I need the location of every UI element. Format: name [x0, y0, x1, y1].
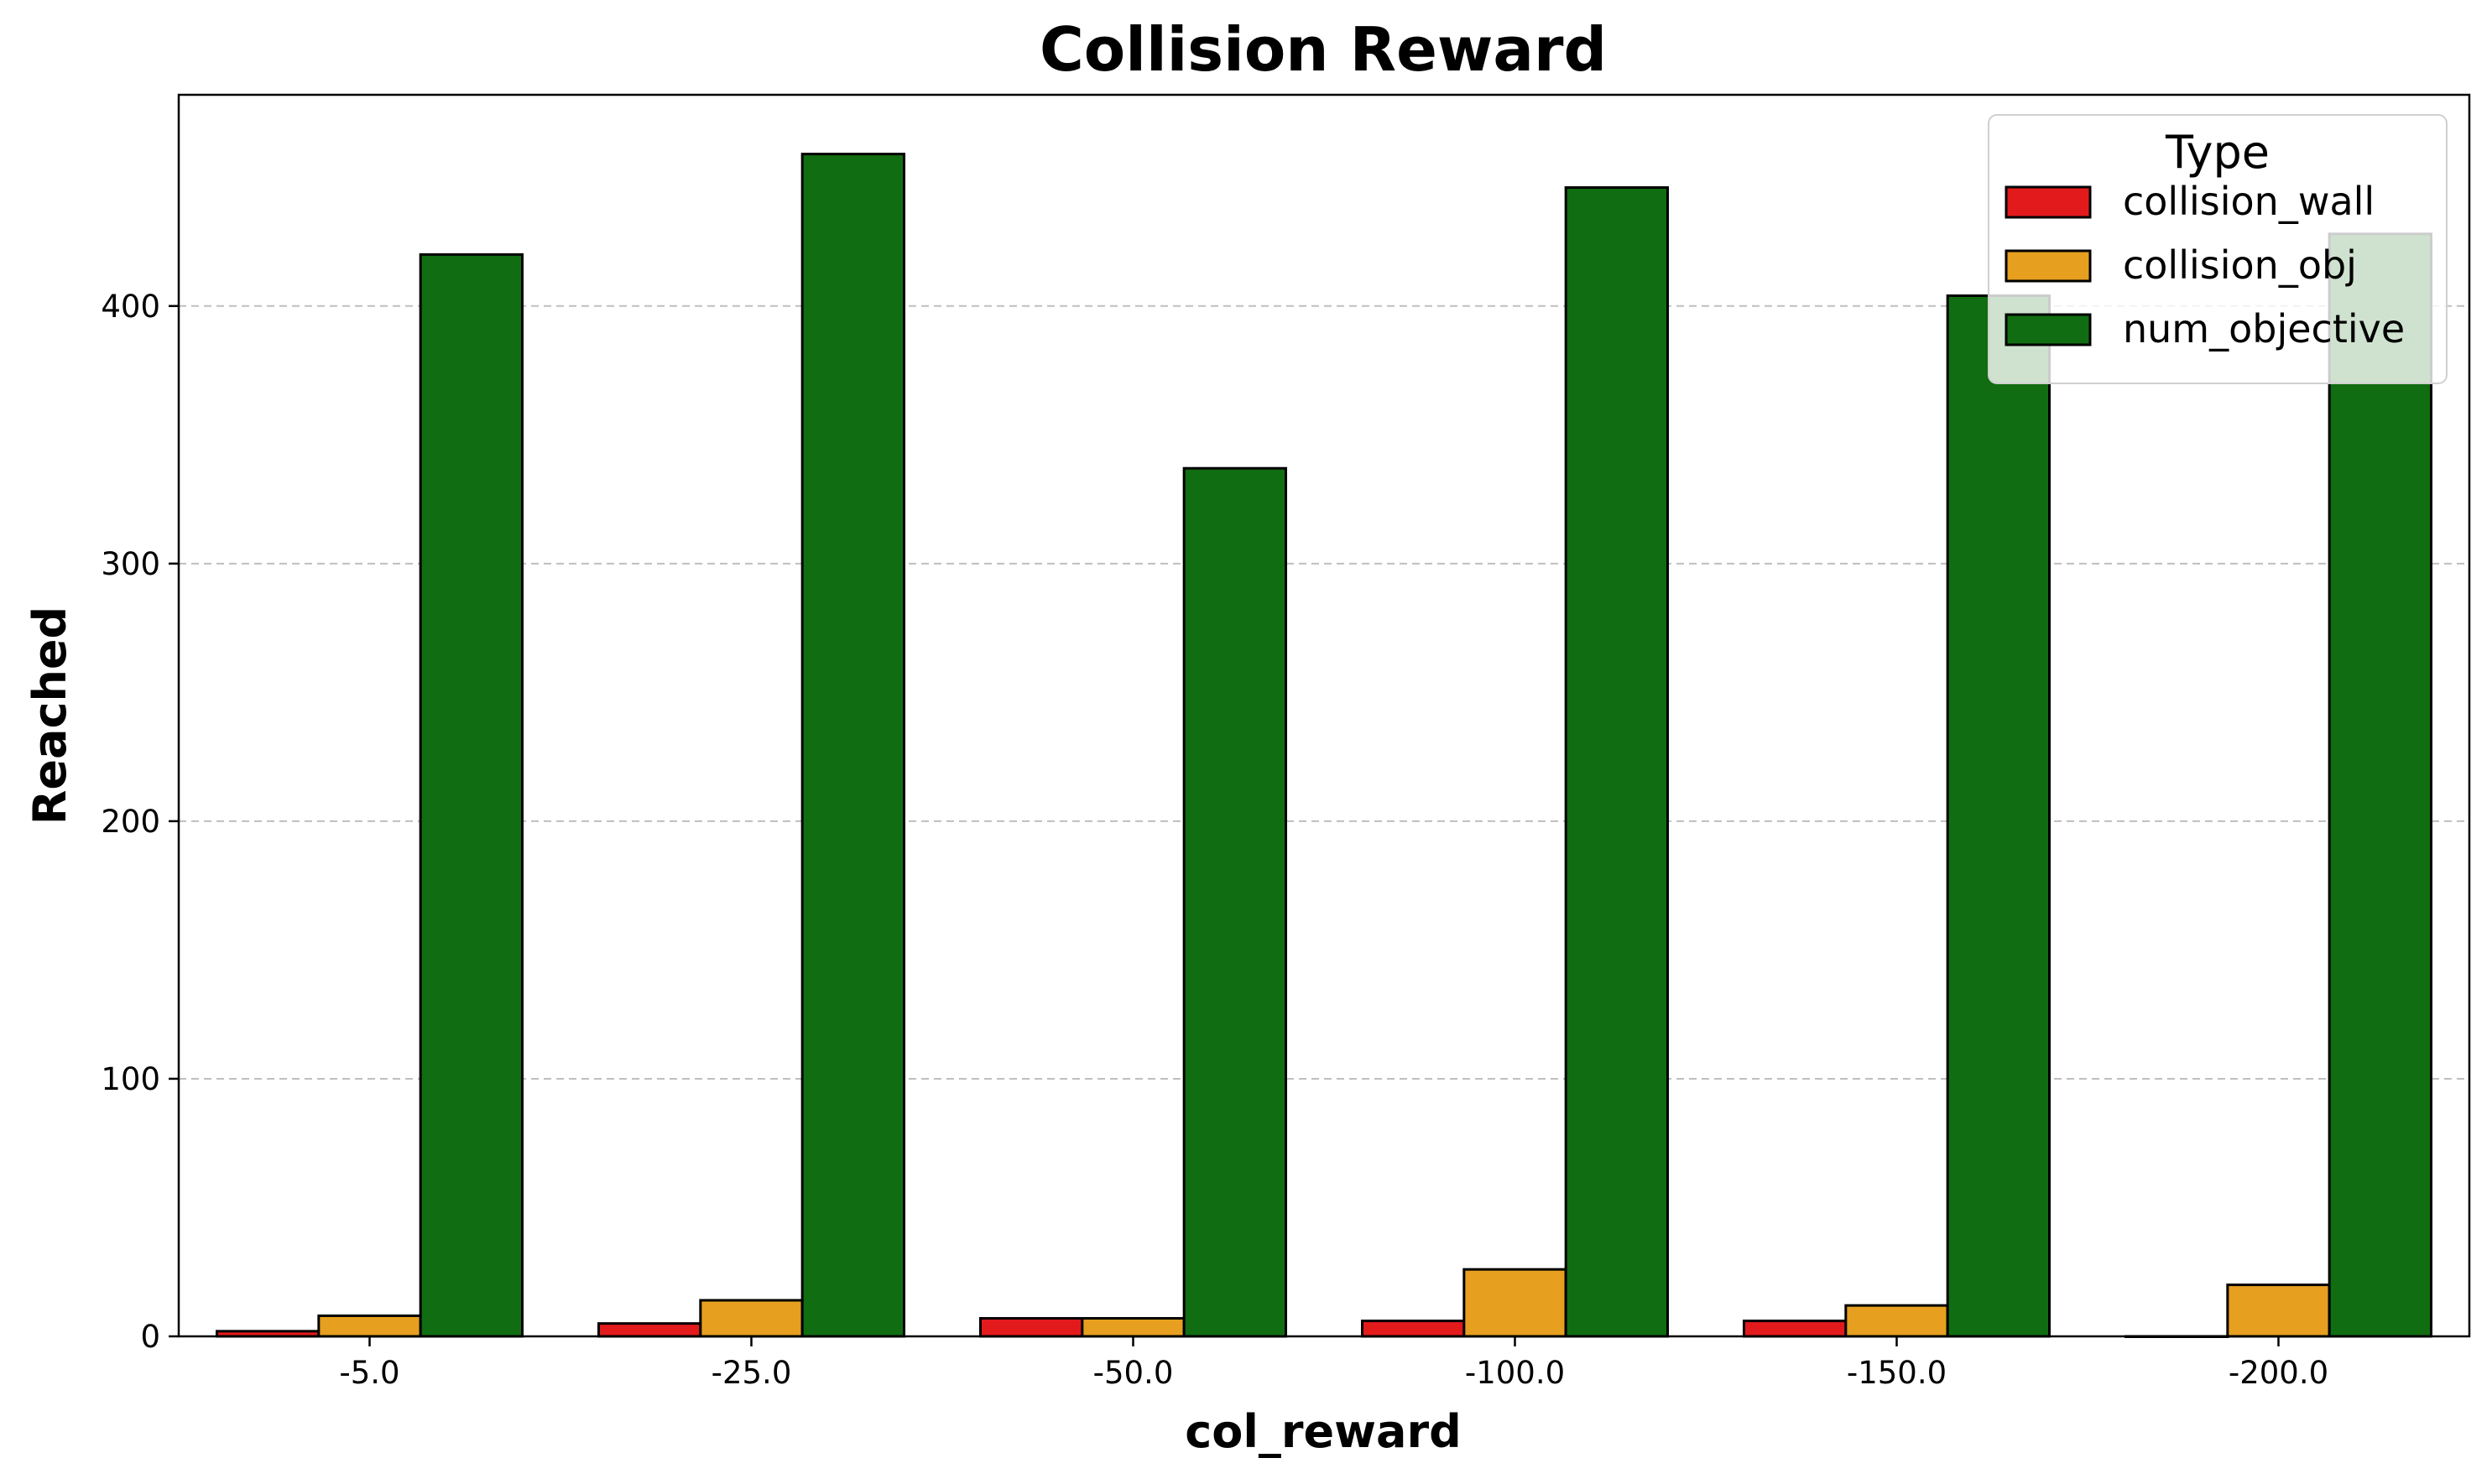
y-tick-label: 100	[101, 1061, 160, 1097]
bar-num_objective-3	[1564, 186, 1669, 1338]
x-tick-label: -25.0	[712, 1355, 792, 1391]
bar-num_objective-4	[1946, 294, 2051, 1338]
x-tick-label: -50.0	[1093, 1355, 1174, 1391]
y-axis-label: Reached	[23, 607, 76, 825]
y-tick-label: 300	[101, 546, 160, 582]
chart-title: Collision Reward	[1040, 14, 1607, 85]
legend-swatch-collision_wall	[2005, 185, 2092, 219]
bar-collision_obj-3	[1462, 1268, 1567, 1338]
bar-num_objective-1	[800, 153, 906, 1338]
legend-swatch-collision_obj	[2005, 249, 2092, 283]
legend-label-num_objective: num_objective	[2123, 306, 2405, 351]
legend-box	[1988, 114, 2448, 384]
legend-title: Type	[2165, 126, 2270, 179]
gridlines	[179, 305, 2469, 1080]
x-tick-label: -100.0	[1465, 1355, 1565, 1391]
y-tick-label: 200	[101, 804, 160, 840]
legend: Type collision_wall collision_obj num_obje…	[1988, 114, 2448, 384]
bar-num_objective-0	[419, 253, 524, 1338]
bar-collision_wall-3	[1361, 1320, 1466, 1338]
legend-label-collision_obj: collision_obj	[2123, 242, 2357, 288]
y-tick-label: 0	[140, 1319, 160, 1355]
legend-swatch-num_objective	[2005, 313, 2092, 346]
bar-collision_obj-5	[2226, 1284, 2331, 1338]
legend-items: collision_wall collision_obj num_objective	[2005, 179, 2405, 351]
bar-collision_wall-1	[597, 1322, 702, 1338]
bars	[216, 153, 2433, 1338]
bar-num_objective-2	[1182, 466, 1287, 1338]
x-tick-label: -200.0	[2229, 1355, 2328, 1391]
y-tick-label: 400	[101, 289, 160, 325]
y-axis-ticks: 0 100 200 300 400	[101, 289, 179, 1355]
x-tick-label: -150.0	[1847, 1355, 1947, 1391]
x-axis-ticks: -5.0 -25.0 -50.0 -100.0 -150.0 -200.0	[339, 1336, 2328, 1391]
bar-num_objective-5	[2328, 232, 2433, 1338]
legend-label-collision_wall: collision_wall	[2123, 179, 2375, 224]
bar-collision_obj-2	[1081, 1317, 1186, 1338]
x-axis-label: col_reward	[1185, 1405, 1461, 1458]
bar-collision_obj-4	[1844, 1304, 1949, 1338]
bar-collision_wall-2	[979, 1317, 1084, 1338]
bar-collision_wall-4	[1743, 1320, 1848, 1338]
bar-collision_obj-0	[317, 1314, 422, 1338]
bar-collision_obj-1	[699, 1299, 804, 1338]
plot-frame	[177, 93, 2471, 1338]
x-tick-label: -5.0	[339, 1355, 399, 1391]
